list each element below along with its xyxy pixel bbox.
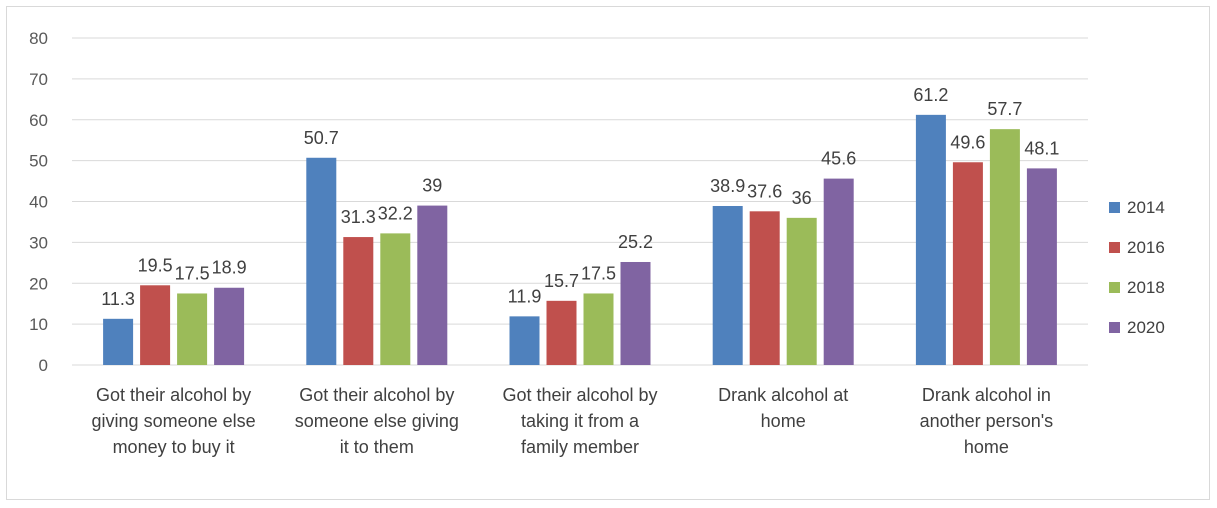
y-tick-label: 50	[29, 152, 48, 171]
data-label: 11.9	[508, 286, 542, 306]
bar-2018	[989, 129, 1020, 365]
bar-2018	[583, 293, 614, 365]
bar-2014	[509, 316, 540, 365]
data-label: 32.2	[378, 203, 413, 223]
bar-2016	[140, 285, 171, 365]
data-label: 25.2	[618, 232, 653, 252]
data-label: 31.3	[341, 207, 376, 227]
data-label: 57.7	[987, 99, 1022, 119]
y-tick-label: 40	[29, 193, 48, 212]
data-label: 37.6	[747, 181, 782, 201]
data-label: 39	[422, 176, 442, 196]
bar-2020	[1026, 168, 1057, 365]
x-category-label: Got their alcohol by taking it from a fami…	[502, 385, 657, 457]
bar-2020	[417, 205, 448, 365]
data-label: 45.6	[821, 149, 856, 169]
y-tick-label: 10	[29, 315, 48, 334]
data-label: 18.9	[212, 258, 247, 278]
legend-label: 2014	[1127, 198, 1165, 217]
data-label: 17.5	[175, 263, 210, 283]
bar-2016	[952, 162, 983, 365]
bar-2014	[306, 157, 337, 365]
bar-2016	[546, 300, 577, 365]
legend-label: 2020	[1127, 318, 1165, 337]
bar-2016	[343, 237, 374, 365]
bar-2020	[620, 261, 651, 365]
x-category-label: Drank alcohol in another person's home	[920, 385, 1054, 457]
bar-2020	[823, 178, 854, 365]
bar-2014	[915, 114, 946, 365]
data-label: 61.2	[913, 85, 948, 105]
legend-swatch	[1109, 282, 1120, 293]
bar-2014	[103, 318, 134, 365]
data-label: 19.5	[138, 255, 173, 275]
y-tick-label: 0	[39, 356, 48, 375]
y-tick-label: 20	[29, 274, 48, 293]
data-label: 49.6	[950, 132, 985, 152]
data-label: 36	[792, 188, 812, 208]
legend-swatch	[1109, 242, 1120, 253]
legend-label: 2018	[1127, 278, 1165, 297]
data-label: 50.7	[304, 128, 339, 148]
data-label: 48.1	[1024, 138, 1059, 158]
data-label: 11.3	[101, 289, 135, 309]
x-category-label: Got their alcohol by someone else giving i…	[295, 385, 459, 457]
x-category-label: Got their alcohol by giving someone else m…	[92, 385, 256, 457]
y-tick-label: 80	[29, 29, 48, 48]
data-label: 38.9	[710, 176, 745, 196]
bar-2018	[177, 293, 208, 365]
x-category-label: Drank alcohol at home	[718, 385, 848, 431]
legend-label: 2016	[1127, 238, 1165, 257]
bar-2018	[786, 217, 817, 365]
y-tick-label: 30	[29, 233, 48, 252]
legend-swatch	[1109, 322, 1120, 333]
legend-swatch	[1109, 202, 1120, 213]
bar-2014	[712, 205, 743, 365]
data-label: 17.5	[581, 263, 616, 283]
bar-2016	[749, 211, 780, 365]
y-tick-label: 60	[29, 111, 48, 130]
data-label: 15.7	[544, 271, 579, 291]
y-tick-label: 70	[29, 70, 48, 89]
bar-2018	[380, 233, 411, 365]
bar-2020	[214, 287, 245, 365]
